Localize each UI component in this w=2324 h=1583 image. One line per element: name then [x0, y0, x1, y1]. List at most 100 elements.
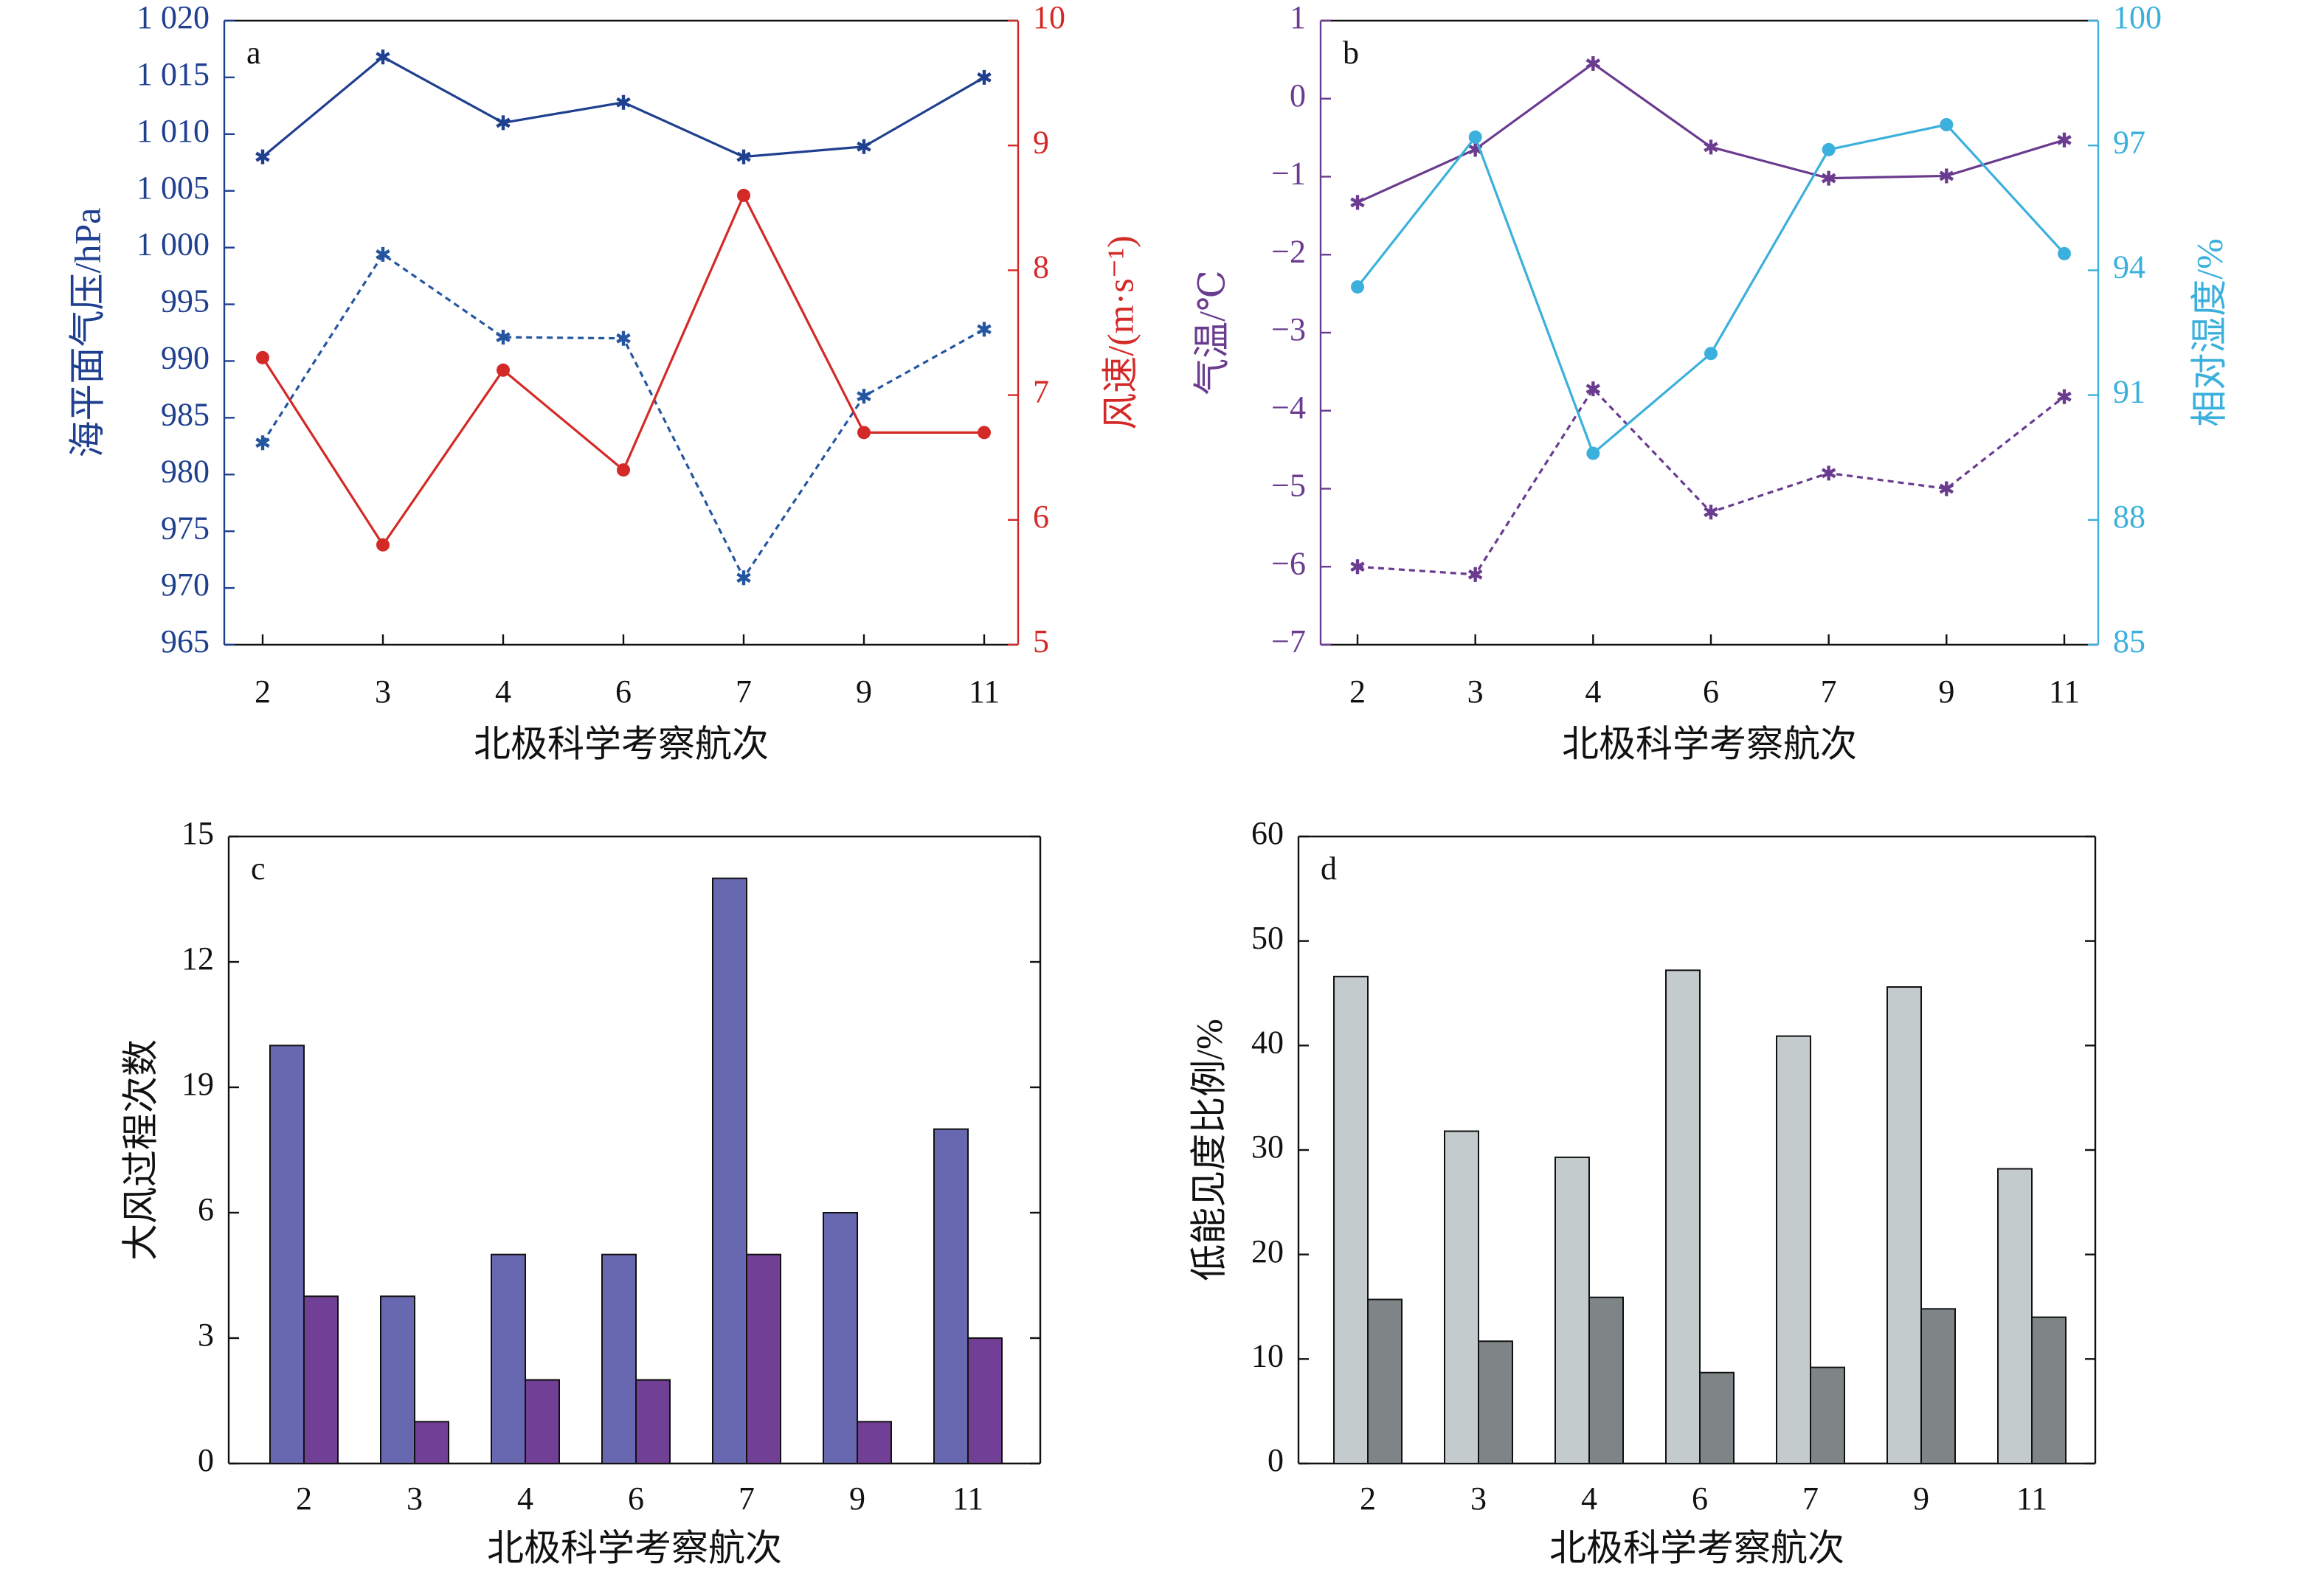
x-tick-label: 4	[517, 1480, 533, 1517]
x-tick-label: 11	[952, 1480, 983, 1517]
x-tick-label: 9	[1913, 1480, 1929, 1517]
line	[1357, 387, 2065, 576]
y-axis-title: 大风过程次数	[120, 1039, 161, 1261]
point	[737, 188, 750, 202]
point	[857, 139, 871, 154]
x-tick-label: 7	[739, 1480, 755, 1517]
bar	[414, 1421, 449, 1465]
x-tick-label: 11	[969, 673, 1000, 710]
y-tick-label: 40	[1251, 1024, 1284, 1060]
y-tick-label: 20	[1251, 1233, 1284, 1269]
point	[1821, 170, 1836, 186]
bar	[1699, 1371, 1735, 1464]
x-tick-label: 2	[1360, 1480, 1376, 1517]
y-tick-label: −6	[1271, 545, 1306, 581]
y-tick-label: 995	[161, 283, 210, 319]
x-tick-label: 2	[255, 673, 271, 710]
bar	[635, 1379, 671, 1464]
bar	[380, 1295, 415, 1465]
point	[616, 330, 631, 346]
point	[1704, 139, 1718, 155]
x-tick-label: 9	[1938, 673, 1954, 710]
point	[376, 49, 390, 65]
y-axis-title: 低能见度比例/%	[1188, 1019, 1229, 1281]
bar	[746, 1253, 781, 1464]
line	[261, 252, 985, 581]
y2-tick-label: 9	[1033, 124, 1049, 160]
y-tick-label: 0	[1268, 1442, 1284, 1478]
point	[1350, 559, 1365, 575]
point	[1468, 130, 1482, 144]
y-tick-label: 3	[198, 1317, 214, 1353]
point	[2058, 246, 2071, 260]
x-tick-label: 6	[1692, 1480, 1708, 1517]
point	[2057, 389, 2072, 404]
point	[736, 149, 751, 164]
panel-label: b	[1343, 35, 1359, 71]
bar	[1588, 1296, 1624, 1464]
x-axis-title: 北极科学考察航次	[474, 723, 769, 764]
y-tick-label: 1 005	[136, 170, 210, 206]
y-axis-title: 海平面气压/hPa	[66, 208, 108, 458]
bar	[1478, 1340, 1513, 1464]
x-tick-label: 7	[1802, 1480, 1819, 1517]
y2-tick-label: 94	[2113, 249, 2145, 285]
point	[1351, 280, 1364, 294]
y-tick-label: −7	[1271, 623, 1306, 659]
point	[376, 538, 390, 552]
y2-axis-title: 风速/(m·s⁻¹)	[1099, 235, 1141, 430]
y-tick-label: 980	[161, 453, 210, 489]
panel-label: a	[246, 35, 261, 71]
x-tick-label: 11	[2049, 673, 2080, 710]
x-tick-label: 6	[1703, 673, 1719, 710]
bar	[857, 1421, 892, 1465]
y-tick-label: 970	[161, 567, 210, 603]
point	[1585, 381, 1601, 397]
x-tick-label: 11	[2016, 1480, 2047, 1517]
bar	[1333, 975, 1369, 1465]
y-tick-label: 965	[161, 623, 210, 659]
bar	[1367, 1298, 1403, 1465]
point	[255, 149, 270, 164]
bar	[1886, 986, 1922, 1464]
y2-tick-label: 100	[2113, 0, 2162, 35]
y-tick-label: 1 020	[136, 0, 210, 35]
y-tick-label: 15	[181, 815, 214, 851]
bar	[1997, 1168, 2033, 1464]
bar	[1554, 1156, 1590, 1464]
point	[1586, 446, 1600, 460]
point	[1939, 168, 1954, 184]
bar	[491, 1253, 526, 1464]
y-axis-title: 气温/℃	[1191, 270, 1232, 395]
y-tick-label: 975	[161, 510, 210, 546]
y-tick-label: 1	[1290, 0, 1306, 35]
x-tick-label: 4	[495, 673, 511, 710]
point	[857, 389, 871, 404]
y-tick-label: −1	[1271, 156, 1306, 192]
y-tick-label: 60	[1251, 815, 1284, 851]
y2-tick-label: 91	[2113, 374, 2145, 410]
point	[2057, 132, 2072, 148]
y-tick-label: 30	[1251, 1129, 1284, 1165]
x-tick-label: 4	[1581, 1480, 1597, 1517]
x-tick-label: 2	[1349, 673, 1366, 710]
panel-label: d	[1321, 851, 1337, 887]
bar	[1810, 1366, 1845, 1464]
y2-tick-label: 7	[1033, 374, 1049, 410]
y-tick-label: 985	[161, 396, 210, 432]
point	[857, 426, 871, 440]
y-tick-label: 1 015	[136, 56, 210, 92]
point	[1585, 56, 1601, 72]
x-tick-label: 6	[615, 673, 632, 710]
point	[1704, 347, 1718, 361]
point	[376, 246, 390, 262]
y2-tick-label: 6	[1033, 499, 1049, 535]
point	[496, 115, 511, 131]
point	[496, 330, 511, 345]
line	[1357, 62, 2065, 204]
line	[261, 193, 984, 547]
bar	[823, 1212, 858, 1464]
point	[977, 322, 992, 337]
